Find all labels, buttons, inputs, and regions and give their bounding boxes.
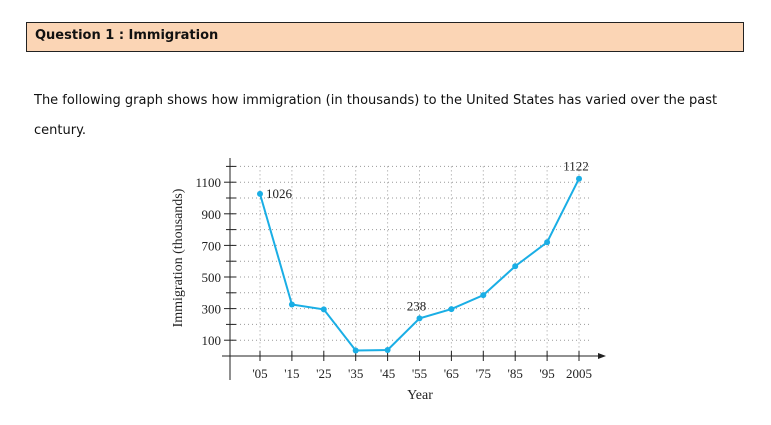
y-tick-label: 300 <box>202 302 222 317</box>
data-point <box>257 190 263 197</box>
data-point <box>480 292 487 299</box>
y-axis-label: Immigration (thousands) <box>171 188 186 327</box>
x-tick-label: '85 <box>508 366 523 381</box>
data-point <box>288 301 295 308</box>
x-tick-label: 2005 <box>566 366 592 381</box>
x-axis-label: Year <box>407 388 433 403</box>
data-point <box>544 239 551 246</box>
x-tick-label: '05 <box>252 366 267 381</box>
x-tick-label: '45 <box>380 366 395 381</box>
x-tick-label: '25 <box>316 366 331 381</box>
x-axis-arrow <box>598 353 606 359</box>
data-label: 1122 <box>563 159 589 174</box>
x-tick-label: '95 <box>539 366 554 381</box>
y-tick-label: 1100 <box>195 175 221 190</box>
y-tick-label: 500 <box>202 270 222 285</box>
data-point <box>352 347 359 354</box>
intro-text: The following graph shows how immigratio… <box>34 93 718 138</box>
data-point <box>576 175 582 182</box>
question-header: Question 1 : Immigration <box>26 22 744 52</box>
x-tick-label: '75 <box>476 366 491 381</box>
data-point <box>512 263 519 270</box>
x-tick-label: '15 <box>284 366 299 381</box>
y-tick-label: 900 <box>202 207 222 222</box>
data-label: 238 <box>407 298 427 313</box>
data-label: 1026 <box>266 186 293 201</box>
y-tick-label: 100 <box>202 333 222 348</box>
x-tick-label: '55 <box>412 366 427 381</box>
data-point <box>416 315 423 322</box>
y-tick-label: 700 <box>202 238 222 253</box>
x-tick-label: '35 <box>348 366 363 381</box>
data-point <box>384 346 391 353</box>
x-tick-label: '65 <box>444 366 459 381</box>
data-point <box>320 306 327 313</box>
series-line <box>259 178 580 352</box>
data-point <box>448 306 455 313</box>
question-title: Question 1 : Immigration <box>35 28 219 43</box>
